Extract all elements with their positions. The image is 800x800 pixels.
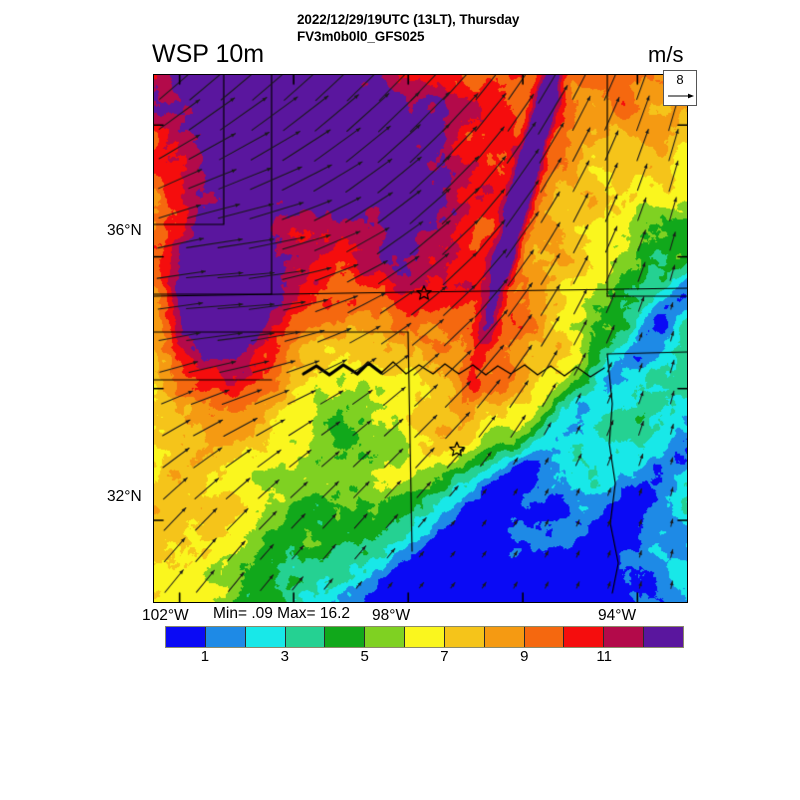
colorbar-band-11 <box>604 627 645 647</box>
colorbar-band-9 <box>524 627 565 647</box>
colorbar-band-6 <box>405 627 445 647</box>
colorbar-band-7 <box>444 627 485 647</box>
lon-tick-102w: 102°W <box>142 607 189 624</box>
page-title: WSP 10m <box>152 40 265 68</box>
colorbar-band-8 <box>484 627 525 647</box>
colorbar-band-1 <box>205 627 246 647</box>
date-title: 2022/12/29/19UTC (13LT), Thursday <box>297 12 520 27</box>
reference-vector-legend: 8 <box>663 70 697 106</box>
units-label: m/s <box>648 42 684 67</box>
lon-tick-98w: 98°W <box>372 607 411 624</box>
minmax-annotation: Min= .09 Max= 16.2 <box>213 605 350 622</box>
colorbar <box>165 626 684 648</box>
colorbar-band-3 <box>285 627 326 647</box>
reference-vector-value: 8 <box>676 72 684 87</box>
colorbar-tick-7: 7 <box>440 648 449 665</box>
lat-tick-32n: 32°N <box>107 488 142 505</box>
colorbar-tick-1: 1 <box>200 648 210 665</box>
colorbar-tick-labels: 1 3 5 7 9 11 <box>165 648 684 668</box>
colorbar-tick-9: 9 <box>520 648 529 665</box>
lat-tick-36n: 36°N <box>107 222 142 239</box>
colorbar-band-0 <box>166 627 206 647</box>
colorbar-tick-5: 5 <box>360 648 369 665</box>
colorbar-band-5 <box>365 627 406 647</box>
colorbar-band-4 <box>325 627 366 647</box>
colorbar-tick-11: 11 <box>596 648 612 665</box>
colorbar-band-2 <box>245 627 286 647</box>
map-raster-canvas <box>154 75 687 602</box>
colorbar-band-12 <box>644 627 683 647</box>
wind-speed-map <box>153 74 688 603</box>
model-title: FV3m0b0l0_GFS025 <box>297 29 425 44</box>
colorbar-band-10 <box>564 627 605 647</box>
colorbar-tick-3: 3 <box>280 648 289 665</box>
arrow-right-icon <box>668 93 694 99</box>
lon-tick-94w: 94°W <box>598 607 637 624</box>
colorbar-bands <box>165 626 684 648</box>
